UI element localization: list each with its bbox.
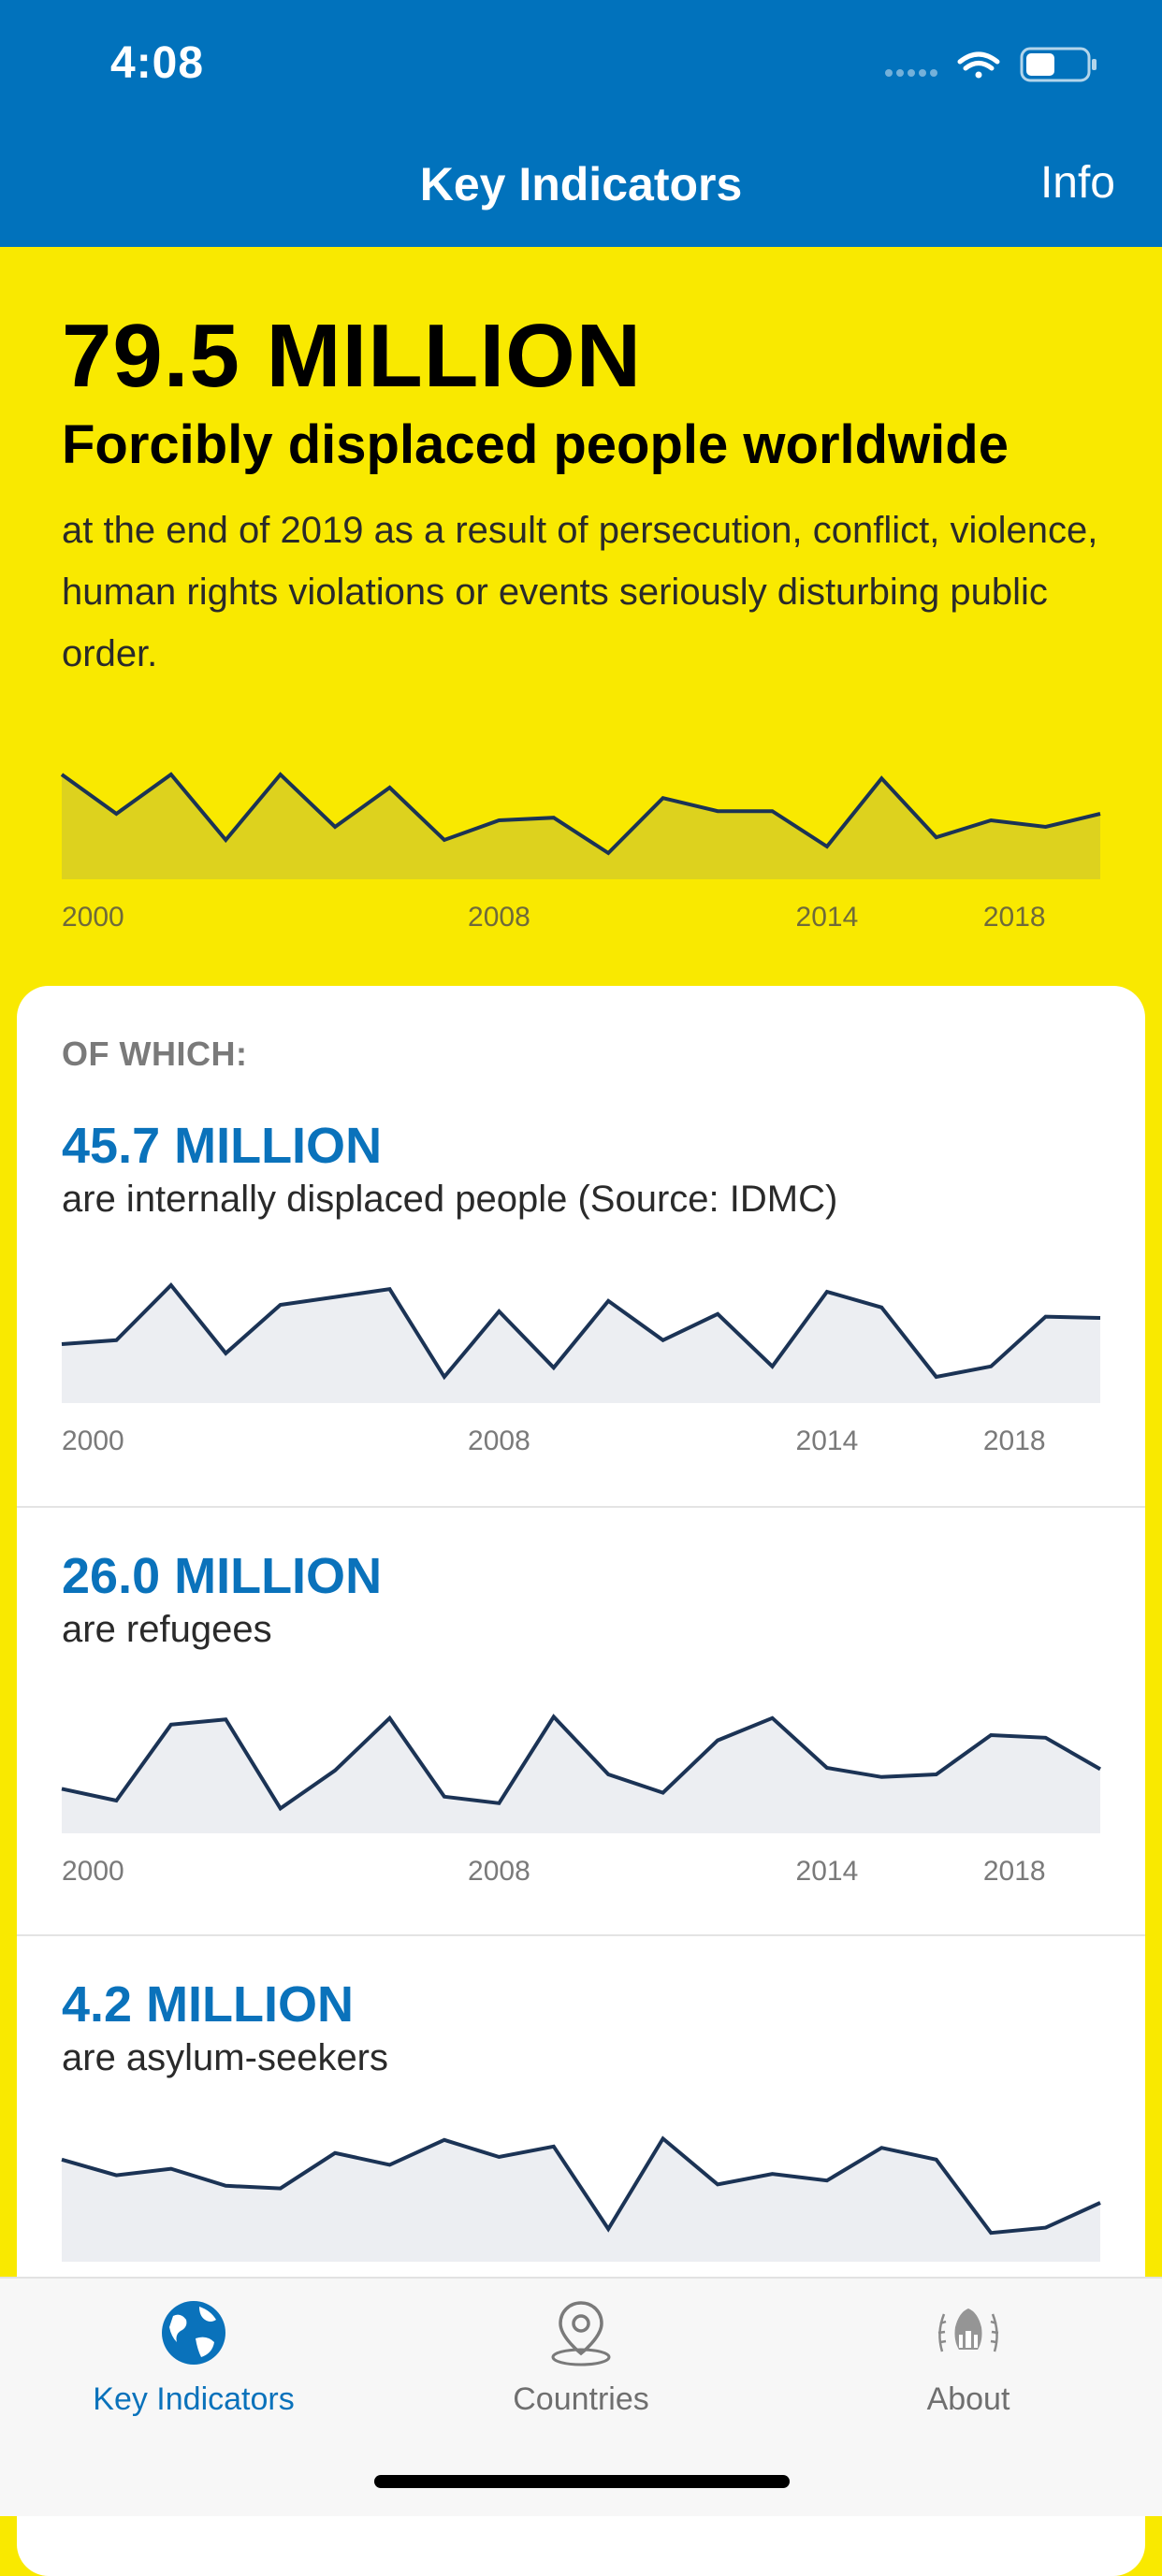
unhcr-logo-icon xyxy=(931,2295,1006,2370)
section-divider xyxy=(17,1934,1145,1936)
info-button[interactable]: Info xyxy=(1040,157,1115,209)
wifi-icon xyxy=(960,54,997,79)
x-tick-label: 2014 xyxy=(796,902,859,933)
headline-description: at the end of 2019 as a result of persec… xyxy=(62,499,1110,685)
status-icons xyxy=(881,41,1106,86)
map-pin-icon xyxy=(544,2295,618,2370)
idp-chart: 2000 2008 2014 2018 xyxy=(62,1263,1100,1459)
chart-area-fill xyxy=(62,2138,1100,2262)
status-time: 4:08 xyxy=(110,37,204,89)
x-tick-label: 2014 xyxy=(796,1425,859,1456)
x-tick-label: 2000 xyxy=(62,902,124,933)
idp-label: are internally displaced people (Source:… xyxy=(62,1179,837,1221)
headline-block: 79.5 MILLION Forcibly displaced people w… xyxy=(62,305,1110,685)
card-heading: OF WHICH: xyxy=(62,1035,247,1074)
chart-area-fill xyxy=(62,774,1100,879)
idp-number: 45.7 MILLION xyxy=(62,1117,382,1175)
x-tick-label: 2008 xyxy=(468,1856,530,1887)
refugee-chart: 2000 2008 2014 2018 xyxy=(62,1693,1100,1889)
tab-key-indicators[interactable]: Key Indicators xyxy=(0,2295,387,2418)
headline-label: Forcibly displaced people worldwide xyxy=(62,408,1110,483)
battery-icon xyxy=(1022,49,1097,80)
refugee-number: 26.0 MILLION xyxy=(62,1547,382,1605)
asylum-label: are asylum-seekers xyxy=(62,2037,388,2079)
signal-icon xyxy=(885,69,937,77)
x-tick-label: 2014 xyxy=(796,1856,859,1887)
refugee-label: are refugees xyxy=(62,1609,272,1651)
x-tick-label: 2000 xyxy=(62,1856,124,1887)
tab-about[interactable]: About xyxy=(775,2295,1162,2418)
home-indicator xyxy=(374,2475,790,2488)
x-tick-label: 2008 xyxy=(468,1425,530,1456)
tab-label: About xyxy=(775,2381,1162,2418)
chart-area-fill xyxy=(62,1716,1100,1833)
asylum-number: 4.2 MILLION xyxy=(62,1975,354,2033)
tab-label: Countries xyxy=(387,2381,775,2418)
app-header: 4:08 Key Indicators Info xyxy=(0,0,1162,247)
x-tick-label: 2000 xyxy=(62,1425,124,1456)
globe-icon xyxy=(156,2295,231,2370)
x-tick-label: 2018 xyxy=(983,902,1046,933)
total-chart: 2000 2008 2014 2018 xyxy=(62,739,1100,935)
tab-countries[interactable]: Countries xyxy=(387,2295,775,2418)
tab-label: Key Indicators xyxy=(0,2381,387,2418)
headline-number: 79.5 MILLION xyxy=(62,305,1110,408)
x-tick-label: 2018 xyxy=(983,1856,1046,1887)
x-tick-label: 2008 xyxy=(468,902,530,933)
section-divider xyxy=(17,1506,1145,1508)
page-title: Key Indicators xyxy=(0,157,1162,211)
x-tick-label: 2018 xyxy=(983,1425,1046,1456)
